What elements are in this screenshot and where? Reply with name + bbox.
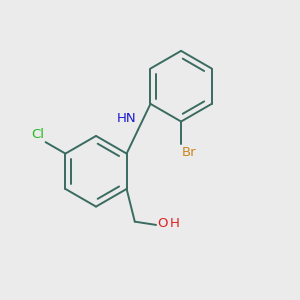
Text: Br: Br (182, 146, 196, 159)
Text: Cl: Cl (31, 128, 44, 141)
Text: H: H (170, 218, 180, 230)
Text: HN: HN (117, 112, 136, 125)
Text: O: O (158, 218, 168, 230)
